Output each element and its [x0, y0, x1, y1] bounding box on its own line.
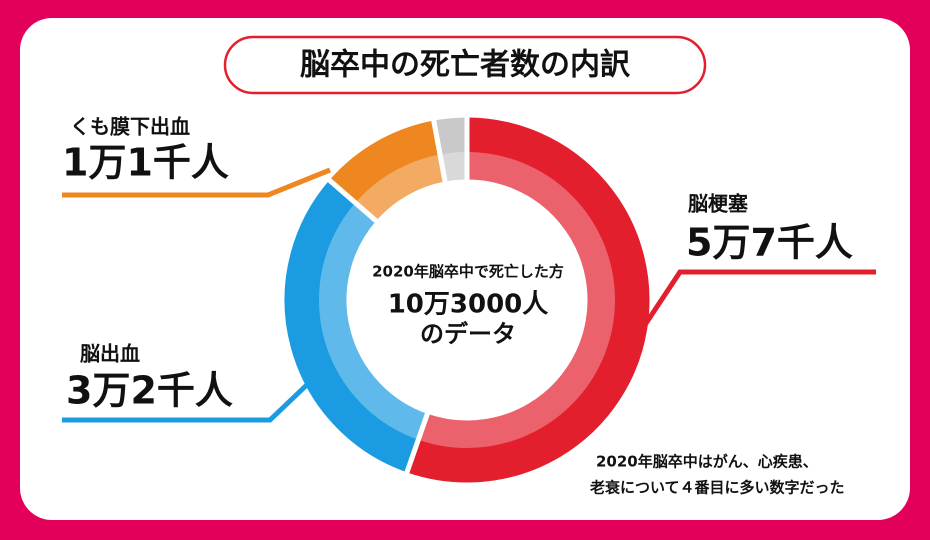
leader-line — [622, 269, 876, 357]
center-label: 2020年脳卒中で死亡した方 — [372, 263, 564, 281]
leader-line — [62, 167, 331, 198]
value-label: 1万1千人 — [62, 141, 229, 185]
donut-segment — [279, 174, 432, 478]
panel — [20, 18, 910, 520]
annotation: 2020年脳卒中はがん、心疾患、 — [596, 453, 818, 471]
value-label: 5万7千人 — [686, 221, 853, 265]
center-label: のデータ — [420, 320, 516, 348]
donut-segment — [430, 112, 470, 187]
value-label: 3万2千人 — [66, 369, 233, 413]
chart-title: 脳卒中の死亡者数の内訳 — [300, 48, 631, 83]
inner-ring — [319, 152, 615, 448]
center-label: 10万3000人 — [388, 290, 549, 320]
leader-line — [62, 378, 314, 423]
donut-segment — [402, 112, 655, 488]
category-label: 脳出血 — [79, 342, 140, 366]
annotation: 老衰について４番目に多い数字だった — [589, 479, 845, 497]
title-pill — [223, 35, 707, 95]
category-label: くも膜下出血 — [70, 115, 190, 139]
category-label: 脳梗塞 — [687, 192, 749, 216]
